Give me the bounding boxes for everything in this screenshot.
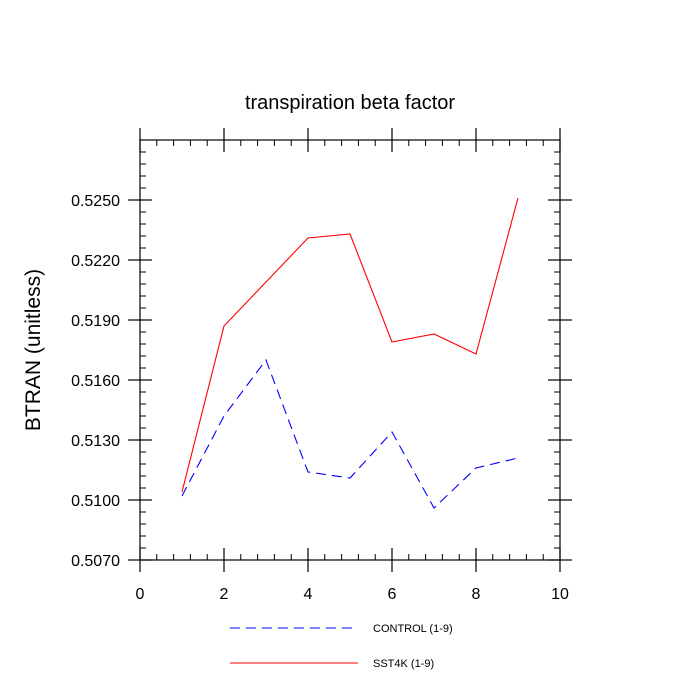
y-axis-label: BTRAN (unitless) [22,269,45,431]
x-tick-label: 0 [136,586,145,603]
legend: CONTROL (1-9) SST4K (1-9) [230,623,453,670]
y-tick-label: 0.5070 [71,553,120,570]
y-tick-label: 0.5160 [71,373,120,390]
y-tick-label: 0.5220 [71,253,120,270]
x-tick-label: 2 [220,586,229,603]
x-tick-label: 4 [304,586,313,603]
axis-ticks: 0 2 4 6 8 10 0.5070 0.5100 0.5130 0.5160 0.5190 0.5… [71,128,572,603]
y-tick-label: 0.5100 [71,493,120,510]
x-tick-label: 10 [551,586,569,603]
chart-title: transpiration beta factor [245,92,455,114]
series-line-sst4k-1-9 [181,197,519,493]
x-tick-label: 6 [388,586,397,603]
y-tick-label: 0.5130 [71,433,120,450]
y-tick-label: 0.5250 [71,193,120,210]
y-tick-label: 0.5190 [71,313,120,330]
series-layer [181,197,519,509]
x-tick-label: 8 [472,586,481,603]
legend-label: CONTROL (1-9) [373,623,453,635]
plot-frame [139,139,561,561]
legend-label: SST4K (1-9) [373,658,434,670]
series-line-control-1-9 [181,358,519,509]
